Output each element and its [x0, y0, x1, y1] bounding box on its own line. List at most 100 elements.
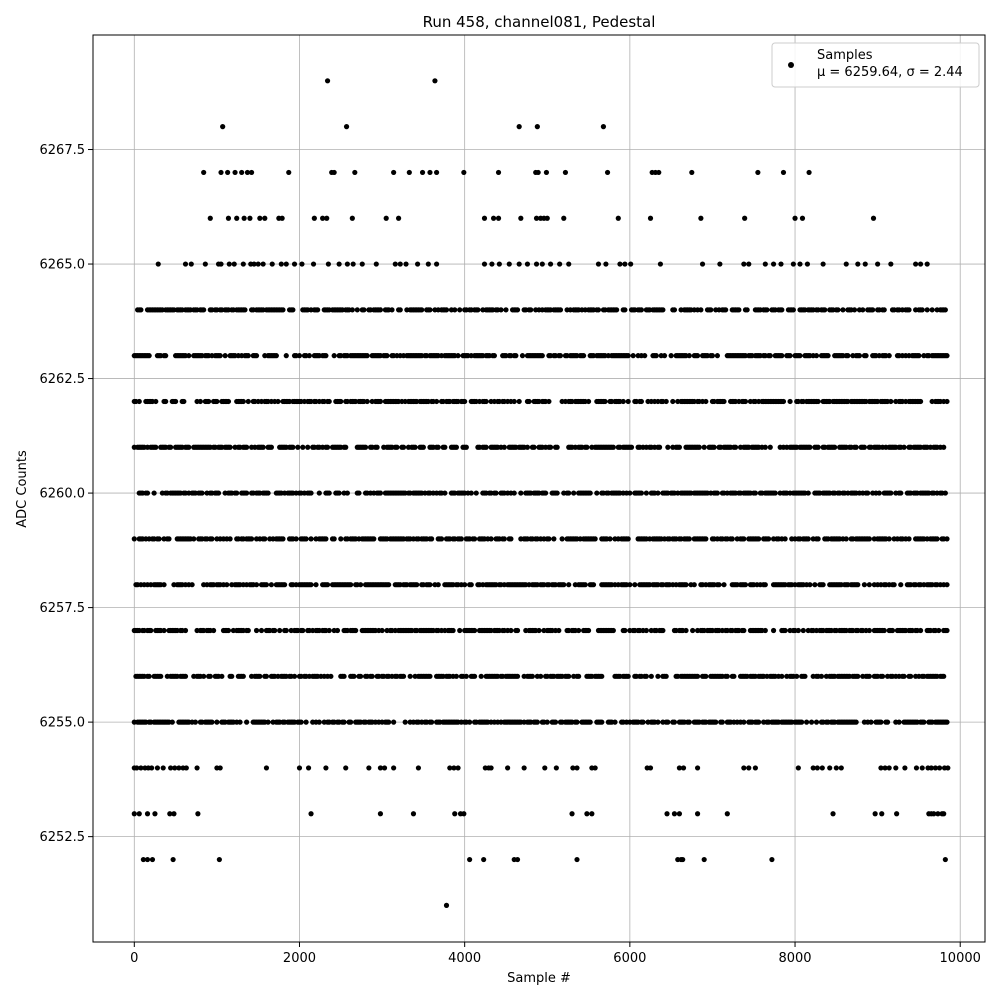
data-point	[386, 582, 392, 588]
data-point	[324, 78, 331, 84]
plot-frame	[92, 34, 986, 943]
data-point	[942, 490, 948, 496]
data-point	[255, 261, 261, 267]
data-point	[640, 719, 646, 725]
data-point	[559, 536, 565, 542]
data-point	[427, 169, 433, 176]
data-point	[344, 490, 350, 496]
data-point	[163, 398, 169, 405]
data-point	[377, 490, 384, 496]
data-point	[931, 811, 937, 817]
data-point	[308, 582, 314, 588]
data-point	[780, 398, 787, 405]
data-point	[901, 444, 907, 450]
data-point	[584, 811, 590, 817]
data-point	[296, 353, 303, 359]
data-point	[362, 444, 369, 450]
data-point	[686, 536, 692, 542]
data-point	[703, 673, 709, 679]
data-point	[891, 582, 897, 588]
data-point	[592, 536, 598, 542]
data-point	[917, 398, 924, 405]
data-point	[835, 307, 841, 313]
data-point	[820, 582, 826, 588]
data-point	[585, 398, 592, 405]
x-tick-label: 8000	[778, 951, 811, 966]
data-point	[326, 627, 332, 634]
data-point	[227, 536, 233, 542]
data-point	[589, 811, 595, 817]
data-point	[225, 215, 232, 221]
data-point	[830, 811, 836, 817]
data-point	[615, 215, 621, 221]
data-point	[263, 673, 270, 679]
y-tick-label: 6257.5	[40, 601, 86, 616]
data-point	[138, 307, 144, 313]
data-point	[543, 490, 549, 496]
data-point	[536, 627, 542, 634]
y-tick-label: 6265.0	[40, 258, 86, 273]
data-point	[475, 307, 481, 313]
data-point	[779, 673, 785, 679]
data-point	[290, 307, 296, 313]
data-point	[397, 307, 403, 313]
data-point	[392, 261, 398, 267]
data-point	[861, 444, 868, 450]
data-point	[908, 673, 914, 679]
data-point	[214, 719, 220, 725]
data-point	[258, 627, 265, 634]
data-point	[582, 582, 588, 588]
data-point	[584, 444, 590, 450]
data-point	[587, 719, 593, 725]
data-point	[875, 261, 881, 267]
data-point	[767, 444, 773, 450]
data-point	[544, 719, 550, 725]
data-point	[503, 307, 509, 313]
data-point	[566, 673, 572, 679]
data-point	[511, 398, 517, 405]
data-point	[552, 719, 559, 725]
data-point	[166, 536, 172, 542]
data-point	[901, 673, 907, 679]
data-point	[815, 536, 821, 542]
data-point	[936, 765, 943, 771]
data-point	[207, 673, 213, 679]
data-point	[283, 353, 289, 359]
data-point	[941, 444, 947, 450]
data-point	[516, 398, 522, 405]
data-point	[790, 307, 796, 313]
data-point	[553, 765, 559, 771]
data-point	[660, 307, 666, 313]
data-point	[400, 673, 407, 679]
data-point	[840, 307, 846, 313]
data-point	[172, 398, 179, 405]
data-point	[218, 261, 224, 267]
data-point	[604, 169, 611, 176]
data-point	[709, 353, 716, 359]
data-point	[300, 627, 306, 634]
data-point	[524, 261, 531, 267]
data-point	[303, 536, 309, 542]
data-point	[290, 444, 296, 450]
data-point	[452, 811, 458, 817]
data-point	[435, 444, 441, 450]
data-point	[206, 398, 212, 405]
data-point	[414, 582, 420, 588]
data-point	[818, 673, 825, 679]
data-point	[521, 765, 527, 771]
data-point	[671, 811, 678, 817]
data-point	[944, 536, 950, 542]
data-point	[941, 673, 947, 679]
data-point	[450, 627, 456, 634]
data-points	[131, 78, 951, 908]
data-point	[217, 353, 223, 359]
data-point	[168, 765, 174, 771]
data-point	[717, 261, 723, 267]
data-point	[691, 582, 697, 588]
data-point	[657, 261, 664, 267]
data-point	[225, 627, 232, 634]
data-point	[381, 765, 388, 771]
y-tick-label: 6252.5	[40, 830, 86, 845]
data-point	[653, 353, 659, 359]
data-point	[379, 627, 385, 634]
